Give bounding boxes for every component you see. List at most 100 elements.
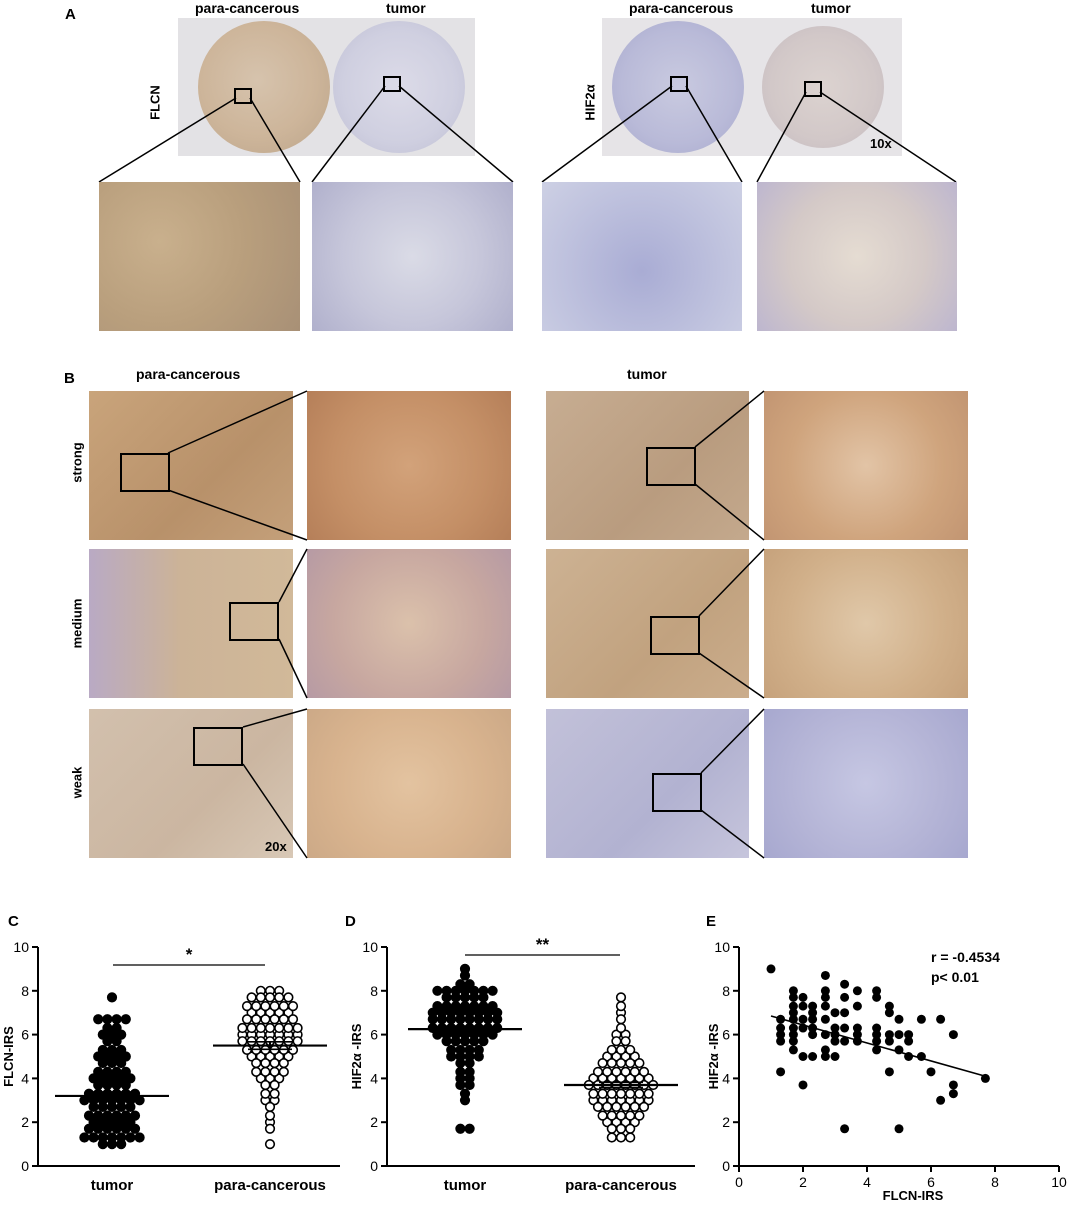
data-point bbox=[884, 1001, 894, 1011]
data-point bbox=[102, 1036, 113, 1047]
data-point bbox=[251, 1057, 262, 1069]
data-point bbox=[251, 1066, 262, 1077]
data-point bbox=[120, 1123, 131, 1134]
data-point bbox=[884, 1030, 894, 1040]
x-tick-label: 0 bbox=[735, 1174, 743, 1190]
data-point bbox=[820, 1001, 830, 1011]
data-point bbox=[492, 1014, 503, 1025]
data-point bbox=[432, 1001, 443, 1012]
data-point bbox=[615, 1123, 627, 1134]
data-point bbox=[255, 1022, 266, 1034]
data-point bbox=[808, 1014, 818, 1024]
data-point bbox=[872, 1045, 882, 1055]
tissue-slide-flcn bbox=[178, 18, 475, 156]
data-point bbox=[237, 1022, 248, 1034]
data-point bbox=[93, 1079, 104, 1091]
data-point bbox=[111, 1022, 122, 1034]
data-point bbox=[111, 1079, 122, 1091]
data-point bbox=[93, 1110, 104, 1121]
x-tick-label: 6 bbox=[927, 1174, 935, 1190]
data-point bbox=[798, 1014, 808, 1024]
data-point bbox=[840, 979, 850, 989]
y-tick-label: 2 bbox=[722, 1114, 730, 1130]
tissue-core-flcn-para bbox=[198, 21, 330, 153]
x-tick-label: 10 bbox=[1051, 1174, 1067, 1190]
data-point bbox=[106, 1057, 118, 1069]
data-point bbox=[776, 1023, 786, 1033]
tissue-core-hif2a-para bbox=[612, 21, 744, 153]
zoom-box-tumor-medium bbox=[650, 616, 700, 655]
data-point bbox=[106, 1044, 118, 1056]
data-point bbox=[278, 1014, 289, 1025]
data-point bbox=[634, 1057, 645, 1069]
data-point bbox=[450, 992, 461, 1003]
data-point bbox=[125, 1101, 136, 1112]
micrograph-b-para-strong bbox=[89, 391, 293, 540]
data-point bbox=[260, 1014, 271, 1025]
data-point bbox=[615, 1014, 627, 1025]
data-point bbox=[820, 992, 830, 1002]
data-point bbox=[830, 1036, 840, 1046]
data-point bbox=[120, 1014, 131, 1025]
panel-label-b: B bbox=[64, 370, 75, 387]
data-point bbox=[602, 1101, 613, 1112]
data-point bbox=[455, 1079, 466, 1091]
data-point bbox=[287, 1001, 299, 1012]
data-point bbox=[776, 1030, 786, 1040]
data-point bbox=[111, 1110, 122, 1121]
magnification-label-b: 20x bbox=[265, 839, 287, 854]
data-point bbox=[611, 1101, 622, 1112]
data-point bbox=[450, 1001, 461, 1012]
data-point bbox=[788, 986, 798, 996]
data-point bbox=[469, 1036, 480, 1047]
data-point bbox=[620, 1066, 631, 1077]
data-point bbox=[638, 1066, 650, 1077]
data-point bbox=[129, 1123, 141, 1134]
x-tick-label: 2 bbox=[799, 1174, 807, 1190]
data-point bbox=[808, 1052, 818, 1061]
data-point bbox=[776, 1067, 786, 1077]
y-axis-label: FLCN-IRS bbox=[1, 1026, 16, 1087]
data-point bbox=[255, 992, 266, 1003]
data-point bbox=[264, 1123, 276, 1134]
y-tick-label: 2 bbox=[21, 1114, 29, 1130]
data-point bbox=[283, 992, 294, 1003]
zoom-box-tumor-strong bbox=[646, 447, 696, 486]
data-point bbox=[478, 1036, 489, 1047]
data-point bbox=[606, 1123, 617, 1134]
data-point bbox=[283, 1022, 294, 1034]
y-tick-label: 0 bbox=[21, 1158, 29, 1174]
micrograph-b-tumor-weak bbox=[546, 709, 749, 858]
x-axis-label: FLCN-IRS bbox=[883, 1188, 944, 1203]
micrograph-b-para-medium bbox=[89, 549, 293, 698]
data-point bbox=[264, 1101, 276, 1112]
data-point bbox=[606, 1057, 617, 1069]
data-point bbox=[464, 979, 475, 990]
data-point bbox=[106, 992, 118, 1003]
data-point bbox=[634, 1088, 645, 1099]
panel-a-zoom-lines bbox=[98, 85, 957, 183]
y-tick-label: 8 bbox=[722, 983, 730, 999]
data-point bbox=[93, 1014, 104, 1025]
data-point bbox=[116, 1057, 127, 1069]
data-point bbox=[830, 1008, 840, 1018]
data-point bbox=[269, 1001, 280, 1012]
micrograph-b-tumor-medium-zoom bbox=[764, 549, 968, 698]
zoom-box-hif2a-para bbox=[670, 76, 688, 92]
panel-label-e: E bbox=[706, 913, 717, 930]
data-point bbox=[278, 1001, 289, 1012]
data-point bbox=[611, 1066, 622, 1077]
zoom-box-hif2a-tumor bbox=[804, 81, 822, 97]
micrograph-b-tumor-weak-zoom bbox=[764, 709, 968, 858]
data-point bbox=[788, 1001, 798, 1011]
data-point bbox=[455, 1014, 466, 1025]
data-point bbox=[264, 1110, 276, 1121]
data-point bbox=[269, 1088, 280, 1099]
data-point bbox=[840, 1023, 850, 1033]
data-point bbox=[473, 1044, 484, 1056]
data-point bbox=[111, 1066, 122, 1077]
data-point bbox=[455, 979, 466, 990]
data-point bbox=[798, 1001, 808, 1011]
data-point bbox=[904, 1030, 914, 1040]
data-point bbox=[83, 1110, 95, 1121]
